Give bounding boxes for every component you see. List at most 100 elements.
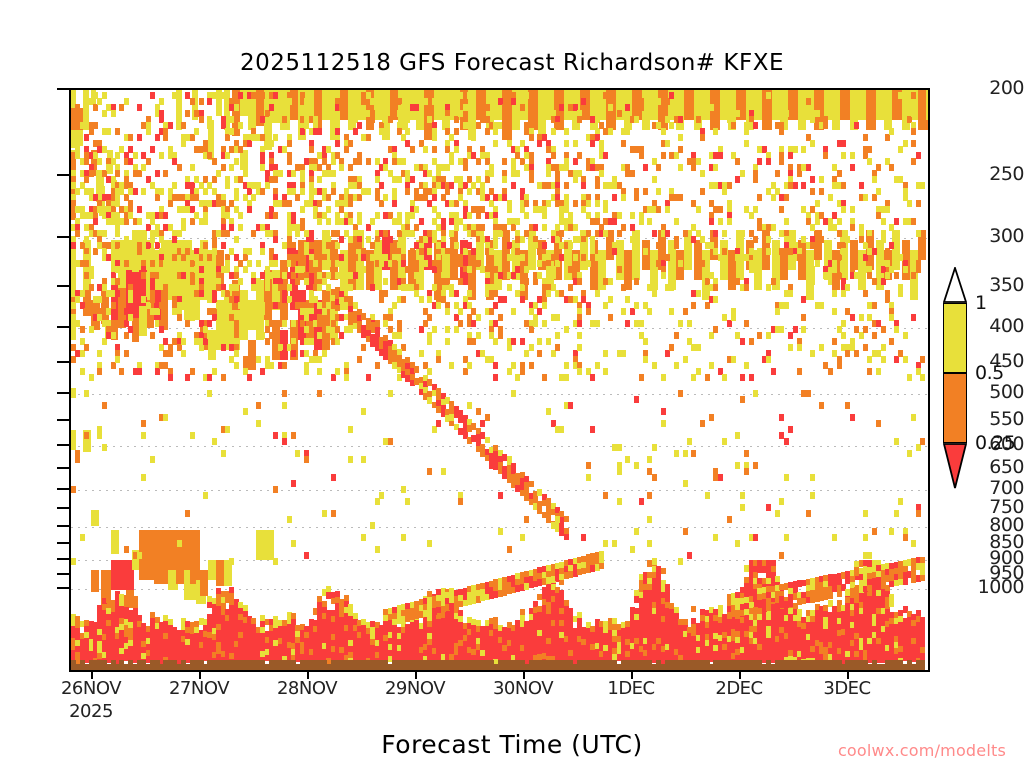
heatmap-cell	[348, 603, 354, 611]
heatmap-cell	[163, 638, 169, 646]
heatmap-cell	[343, 654, 349, 662]
heatmap-cell	[233, 635, 239, 643]
heatmap-cell	[761, 620, 767, 627]
heatmap-cell	[669, 609, 675, 616]
heatmap-cell	[436, 613, 442, 620]
heatmap-cell	[497, 637, 503, 645]
heatmap-cell	[515, 631, 521, 639]
heatmap-cell	[713, 645, 719, 652]
heatmap-cell	[392, 626, 398, 633]
heatmap-cell	[744, 589, 750, 596]
heatmap-cell	[176, 629, 182, 637]
heatmap-cell	[766, 644, 772, 651]
heatmap-cell	[766, 614, 772, 621]
heatmap-cell	[339, 610, 345, 618]
heatmap-cell	[343, 630, 349, 638]
heatmap-cell	[647, 626, 653, 633]
heatmap-cell	[533, 607, 538, 614]
heatmap-cell	[550, 584, 556, 591]
heatmap-cell	[137, 632, 142, 640]
heatmap-cell	[717, 628, 723, 636]
heatmap-cell	[458, 628, 464, 636]
heatmap-cell	[379, 637, 384, 645]
heatmap-cell	[232, 280, 240, 310]
heatmap-cell	[387, 649, 393, 657]
heatmap-cell	[550, 590, 556, 597]
heatmap-cell	[225, 638, 230, 646]
heatmap-cell	[119, 654, 125, 661]
heatmap-cell	[401, 650, 406, 658]
heatmap-cell	[321, 600, 327, 608]
heatmap-cell	[682, 642, 688, 650]
heatmap-cell	[272, 90, 280, 116]
heatmap-cell	[757, 656, 763, 663]
y-tick	[57, 361, 69, 363]
heatmap-cell	[612, 618, 618, 625]
heatmap-cell	[726, 642, 732, 649]
heatmap-cell	[717, 640, 723, 648]
heatmap-cell	[194, 633, 200, 640]
heatmap-cell	[308, 654, 314, 662]
heatmap-cell	[150, 636, 156, 643]
heatmap-cell	[453, 625, 459, 632]
heatmap-cell	[163, 620, 169, 628]
heatmap-cell	[603, 638, 609, 646]
heatmap-cell	[458, 634, 464, 642]
heatmap-cell	[418, 628, 424, 636]
heatmap-cell	[731, 641, 736, 648]
heatmap-cell	[515, 625, 521, 633]
heatmap-cell	[775, 635, 780, 643]
heatmap-cell	[313, 620, 318, 627]
heatmap-cell	[744, 643, 750, 650]
heatmap-cell	[308, 618, 314, 626]
heatmap-cell	[220, 621, 226, 628]
heatmap-cell	[418, 646, 424, 654]
heatmap-cell	[330, 240, 338, 280]
heatmap-cell	[277, 655, 283, 663]
heatmap-cell	[110, 630, 116, 637]
heatmap-cell	[374, 90, 382, 120]
heatmap-cell	[132, 626, 138, 634]
heatmap-cell	[585, 639, 591, 647]
heatmap-cell	[572, 651, 578, 659]
heatmap-cell	[493, 658, 499, 666]
heatmap-cell	[326, 658, 332, 665]
heatmap-cell	[93, 640, 98, 647]
heatmap-cell	[770, 626, 776, 633]
heatmap-cell	[537, 623, 543, 631]
heatmap-cell	[423, 620, 428, 627]
heatmap-cell	[475, 620, 481, 628]
heatmap-cell	[656, 596, 662, 603]
heatmap-cell	[203, 648, 208, 656]
heatmap-cell	[612, 642, 618, 649]
heatmap-cell	[546, 584, 552, 591]
heatmap-cell	[295, 649, 301, 657]
heatmap-cell	[233, 617, 239, 625]
heatmap-cell	[427, 626, 433, 634]
heatmap-cell	[590, 632, 596, 639]
heatmap-cell	[643, 596, 648, 604]
heatmap-cell	[761, 626, 767, 633]
heatmap-cell	[194, 627, 200, 634]
heatmap-cell	[91, 510, 99, 526]
heatmap-cell	[409, 628, 415, 635]
heatmap-cell	[277, 625, 283, 633]
heatmap-cell	[599, 620, 604, 628]
heatmap-cell	[678, 636, 684, 644]
heatmap-cell	[757, 620, 763, 627]
heatmap-cell	[744, 655, 750, 662]
heatmap-cell	[370, 650, 376, 658]
heatmap-cell	[207, 643, 213, 651]
heatmap-cell	[277, 643, 283, 651]
heatmap-cell	[383, 634, 389, 642]
heatmap-cell	[783, 614, 789, 622]
heatmap-cell	[242, 616, 248, 624]
heatmap-cell	[533, 625, 538, 632]
heatmap-cell	[673, 613, 679, 620]
heatmap-cell	[449, 611, 455, 619]
heatmap-cell	[238, 637, 244, 645]
heatmap-cell	[902, 90, 910, 130]
heatmap-cell	[599, 632, 604, 640]
heatmap-cell	[471, 630, 477, 638]
heatmap-cell	[783, 644, 789, 652]
